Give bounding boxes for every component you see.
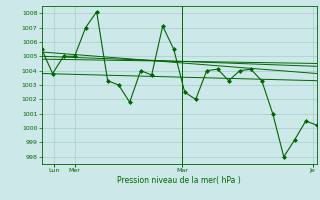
X-axis label: Pression niveau de la mer( hPa ): Pression niveau de la mer( hPa ) (117, 176, 241, 185)
